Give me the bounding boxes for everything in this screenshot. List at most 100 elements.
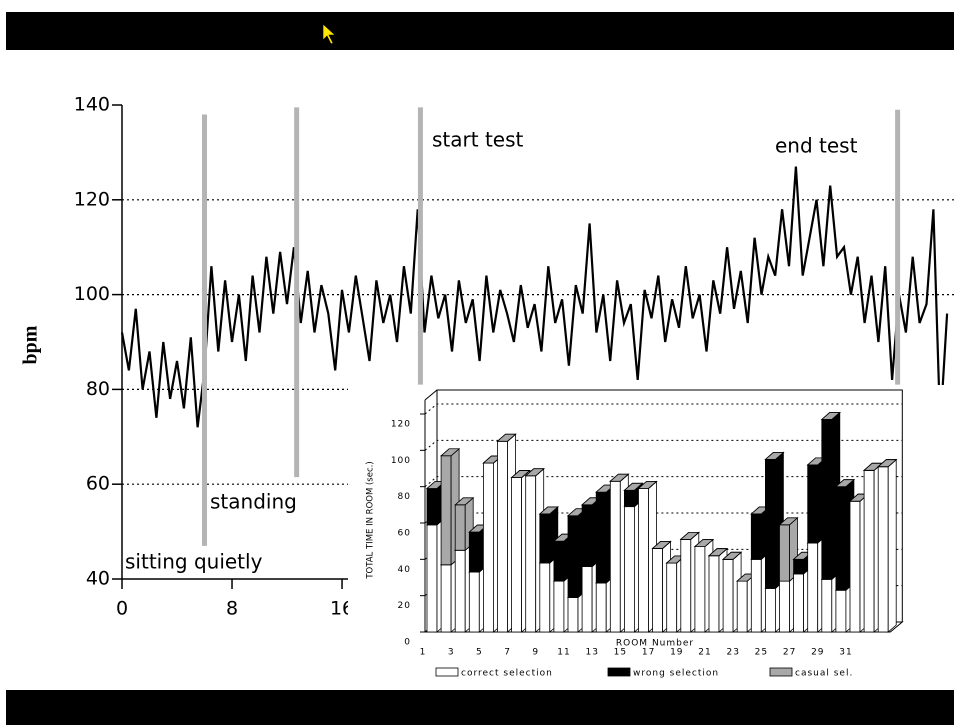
bar-segment [511, 477, 523, 633]
grid-line [424, 439, 903, 451]
bar-top [764, 452, 785, 460]
bar-top [510, 470, 531, 478]
x-tick-label: 7 [504, 648, 511, 658]
bar-top [623, 482, 644, 491]
y-axis-label: bpm [20, 325, 42, 364]
bar-top [693, 539, 714, 548]
bar-segment [426, 524, 438, 633]
y-tick-label: 60 [398, 529, 411, 539]
bar-segment [553, 580, 565, 633]
x-tick-label: 19 [670, 648, 683, 658]
bar-segment [807, 542, 819, 633]
bar-top [722, 551, 743, 560]
bar-segment [440, 564, 452, 633]
x-tick-label: 25 [755, 648, 768, 658]
x-tick-label: 11 [557, 648, 570, 658]
y-tick-label: 40 [398, 565, 411, 575]
bar-segment [694, 546, 706, 633]
grid-line [424, 476, 903, 488]
y-tick-label: 100 [391, 456, 411, 466]
legend-swatch [435, 667, 459, 677]
annotation: sitting quietly [125, 550, 263, 574]
bar-segment [426, 488, 438, 526]
bar-segment [708, 555, 720, 633]
bar-segment [835, 486, 847, 591]
bar-segment [609, 480, 621, 633]
x-tick-label: 29 [811, 648, 824, 658]
annotation: end test [775, 134, 858, 158]
bar-top [707, 548, 729, 557]
bar-top [440, 448, 461, 457]
bar-segment [497, 440, 508, 633]
bar-segment [595, 491, 607, 584]
bar-segment [779, 580, 790, 633]
bar-segment [454, 504, 466, 551]
bar-segment [553, 540, 565, 582]
annotation: start test [432, 128, 524, 152]
y-tick-label: 0 [404, 638, 411, 648]
bottom-bar [6, 690, 954, 725]
bar-segment [680, 538, 692, 633]
bar-segment [835, 589, 847, 633]
y-tick-label: 60 [86, 473, 110, 495]
x-axis-label: ROOM Number [616, 639, 694, 649]
bar-segment [624, 489, 635, 508]
bar-segment [638, 488, 649, 633]
bar-segment [482, 462, 494, 633]
bar-segment [821, 578, 833, 633]
x-tick-label: 23 [726, 648, 739, 658]
y-tick-label: 40 [86, 568, 110, 590]
y-tick-label: 80 [398, 492, 411, 502]
bar-segment [525, 475, 537, 633]
bar-segment [567, 597, 579, 633]
bar-side [887, 458, 897, 633]
room-time-chart: 0 20 40 60 80 100 120 TOTAL TIME IN ROOM (sec.)… [348, 385, 954, 690]
bar-top [496, 433, 517, 442]
bar-top [538, 506, 559, 515]
x-tick-label: 0 [116, 598, 128, 620]
y-tick-label: 20 [398, 601, 411, 611]
bar-segment [539, 562, 551, 633]
x-tick-label: 8 [226, 598, 238, 620]
bar-segment [863, 469, 875, 633]
bar-segment [440, 455, 452, 566]
y-tick-label: 140 [74, 94, 110, 116]
bar-segment [581, 566, 593, 633]
bar-segment [750, 513, 762, 560]
top-left-edge [424, 389, 438, 401]
bar-top [877, 459, 898, 468]
bar-segment [765, 588, 776, 633]
bar-segment [793, 558, 804, 575]
x-tick-label: 21 [698, 648, 711, 658]
bar-top [524, 468, 545, 477]
legend-label: wrong selection [633, 669, 719, 679]
bar-top [820, 412, 841, 420]
bar-segment [765, 459, 776, 589]
x-tick-label: 31 [839, 648, 852, 658]
bar-segment [849, 500, 861, 633]
bar-segment [539, 513, 551, 564]
x-tick-label: 15 [614, 648, 627, 658]
bar-segment [793, 573, 804, 633]
x-tick-label: 5 [476, 648, 483, 658]
bar-segment [652, 548, 663, 633]
bar-segment [666, 562, 678, 633]
bar-segment [624, 506, 635, 633]
y-axis-label: TOTAL TIME IN ROOM (sec.) [366, 461, 376, 579]
bar-segment [821, 419, 833, 580]
bar-top [637, 481, 658, 489]
bar-segment [567, 515, 579, 598]
x-tick-label: 3 [448, 648, 455, 658]
x-tick-label: 9 [532, 648, 539, 658]
bar-segment [877, 466, 889, 633]
legend-label: casual sel. [795, 669, 853, 679]
x-tick-label: 17 [642, 648, 655, 658]
bar-segment [750, 558, 762, 633]
y-tick-label: 120 [391, 420, 411, 430]
legend-label: correct selection [461, 669, 553, 679]
bar-top [679, 531, 700, 540]
bar-segment [722, 558, 734, 633]
bar-segment [468, 531, 480, 573]
bar-segment [807, 464, 819, 544]
